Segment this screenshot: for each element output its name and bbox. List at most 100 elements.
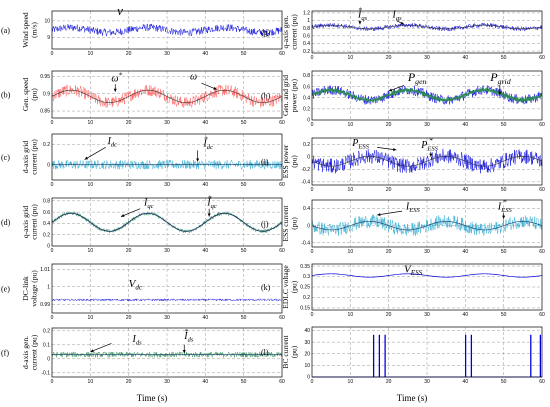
x-tick-label: 50 (501, 312, 507, 318)
series-line (312, 334, 542, 378)
y-tick-label: 0.6 (303, 84, 310, 90)
y-tick-label: 0.15 (300, 306, 310, 312)
series-annotation: PESS (351, 138, 369, 151)
y-tick-label: -0.4 (301, 180, 310, 186)
panel-label: (l) (261, 348, 269, 357)
y-tick-label: 0 (307, 223, 310, 229)
x-tick-label: 20 (126, 315, 132, 321)
x-tick-label: 20 (126, 379, 132, 385)
y-tick-label: -0.2 (301, 167, 310, 173)
series-annotation: Ids* (183, 327, 194, 344)
y-axis-label: (pu) (30, 88, 39, 101)
series-annotation: VESS (404, 263, 423, 277)
x-tick-label: 20 (126, 120, 132, 126)
x-tick-label: 60 (539, 122, 545, 128)
y-axis-label: (pu) (290, 217, 299, 230)
y-tick-label: 0.2 (43, 142, 50, 148)
plot-frame (311, 326, 543, 378)
x-tick-label: 40 (203, 315, 209, 321)
plot-frame (311, 137, 543, 186)
y-axis-label: EDLC voltage (281, 265, 290, 309)
x-tick-label: 10 (348, 122, 354, 128)
y-tick-label: 10 (44, 19, 50, 25)
y-tick-label: 0 (307, 155, 310, 161)
x-tick-label: 60 (539, 379, 545, 385)
x-tick-label: 30 (164, 51, 170, 57)
y-axis-label: current (pu) (30, 204, 39, 240)
y-axis-label: d-axis gen. (21, 336, 30, 369)
y-tick-label: 0.6 (43, 210, 50, 216)
panel-label: (a) (1, 26, 10, 35)
arrow-head (400, 21, 404, 25)
y-tick-label: 1.01 (40, 267, 50, 273)
annotation-arrow (377, 210, 403, 216)
y-axis-label: current (pu) (30, 334, 39, 370)
y-axis-label: (pu) (290, 345, 299, 358)
series-annotation: ω (190, 72, 197, 83)
arrow-head (393, 147, 397, 152)
y-tick-label: 10 (304, 363, 310, 369)
y-tick-label: -0.1 (41, 371, 50, 377)
y-tick-label: 0.35 (300, 264, 310, 270)
x-tick-label: 50 (241, 315, 247, 321)
arrow-head (207, 213, 211, 217)
x-tick-label: 40 (203, 182, 209, 188)
chart-panel: 0.85 0.9 0.95 0 10 20 30 40 50 60 Gen. speed (pu) (b… (1, 70, 285, 126)
x-tick-label: 40 (203, 248, 209, 254)
y-axis-label: ESS power (281, 144, 290, 178)
x-tick-label: 50 (241, 379, 247, 385)
y-tick-label: 1.2 (303, 11, 310, 17)
x-tick-label: 40 (463, 55, 469, 61)
series-annotation: Idc (107, 136, 118, 149)
series-line (51, 298, 283, 302)
series-line (311, 273, 543, 278)
x-tick-label: 20 (386, 122, 392, 128)
arrow-head (113, 88, 117, 92)
x-tick-label: 30 (424, 55, 430, 61)
y-tick-label: 0.25 (300, 285, 310, 291)
y-tick-label: 0.3 (303, 274, 310, 280)
x-tick-label: 0 (311, 122, 314, 128)
y-tick-label: 1 (307, 18, 310, 24)
y-tick-label: -0.4 (301, 240, 310, 246)
x-tick-label: 20 (386, 312, 392, 318)
x-tick-label: 30 (424, 122, 430, 128)
x-tick-label: 0 (311, 249, 314, 255)
chart-panel: 9 10 0 10 20 30 40 50 60 Wind speed (m/s) (a) v (1, 3, 285, 57)
panel-label: (j) (261, 220, 269, 229)
y-axis-label: BC current (281, 335, 290, 369)
series-line (311, 155, 543, 167)
x-tick-label: 40 (203, 120, 209, 126)
y-tick-label: 0.4 (303, 41, 310, 47)
series-annotation: Iqs* (357, 5, 368, 22)
y-axis-label: voltage (pu) (30, 270, 39, 307)
x-tick-label: 10 (88, 248, 94, 254)
y-tick-label: 0.8 (303, 73, 310, 79)
y-axis-label: d-axis grid (21, 141, 30, 174)
plot-frame (51, 197, 283, 247)
y-tick-label: 0.95 (40, 74, 50, 80)
panel-label: (f) (1, 349, 9, 358)
y-axis-label: power (pu) (290, 78, 299, 112)
x-tick-label: 0 (311, 187, 314, 193)
y-tick-label: 1 (47, 284, 50, 290)
x-tick-label: 40 (203, 379, 209, 385)
y-tick-label: 0.8 (303, 26, 310, 32)
x-tick-label: 10 (88, 182, 94, 188)
x-tick-label: 60 (279, 120, 285, 126)
arrow-head (388, 88, 393, 92)
x-tick-label: 60 (539, 187, 545, 193)
x-tick-label: 50 (501, 379, 507, 385)
plot-frame (311, 199, 543, 248)
x-tick-label: 60 (539, 55, 545, 61)
x-tick-label: 30 (424, 249, 430, 255)
panel-label: (i) (261, 158, 269, 167)
x-tick-label: 40 (203, 51, 209, 57)
arrow-head (196, 158, 200, 162)
y-tick-label: 0.8 (43, 199, 50, 205)
annotation-arrow (120, 208, 141, 217)
x-tick-label: 10 (88, 51, 94, 57)
y-tick-label: 0 (47, 244, 50, 250)
y-axis-label: DC-link (21, 276, 30, 301)
